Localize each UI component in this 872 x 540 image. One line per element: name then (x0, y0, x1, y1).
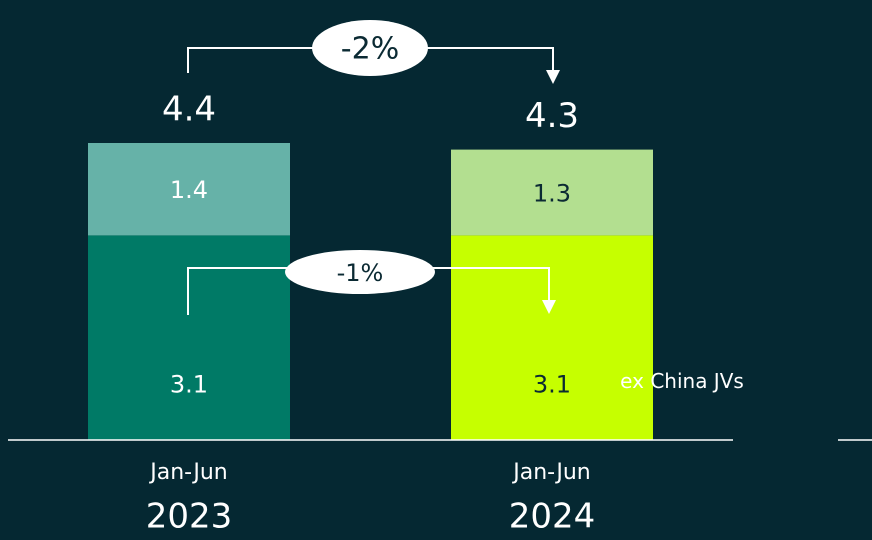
change-badge (285, 250, 435, 294)
bar-segment (451, 149, 653, 236)
bar-segment (88, 235, 290, 440)
x-tick-label: Jan-Jun (148, 460, 227, 485)
x-tick-label: Jan-Jun (511, 460, 590, 485)
segment-label: 1.4 (170, 176, 208, 204)
bar-segment (451, 235, 653, 440)
x-tick-label: 2024 (509, 497, 596, 537)
bar-segment (88, 143, 290, 236)
segment-label: 3.1 (170, 371, 208, 399)
x-tick-label: 2023 (146, 497, 233, 537)
change-label: -1% (337, 259, 384, 287)
total-label: 4.3 (525, 96, 579, 136)
total-label: 4.4 (162, 90, 216, 130)
segment-label: 1.3 (533, 180, 571, 208)
arrow-head (546, 70, 560, 84)
change-badge (312, 20, 428, 76)
change-label: -2% (341, 32, 399, 67)
series-label: ex China JVs (620, 369, 744, 393)
bars (88, 143, 653, 440)
arrow-head (542, 300, 556, 314)
segment-label: 3.1 (533, 371, 571, 399)
